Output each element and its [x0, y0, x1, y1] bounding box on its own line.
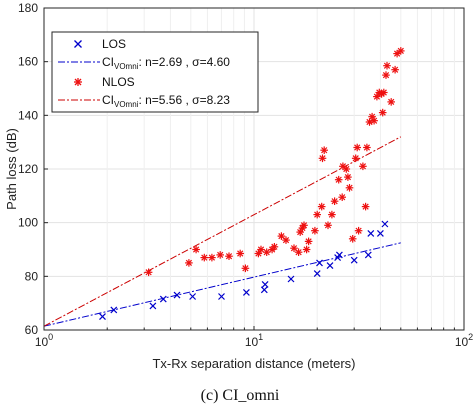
nlos-data-point: [200, 253, 209, 262]
y-tick-label: 160: [18, 55, 38, 69]
nlos-data-point: [383, 61, 391, 70]
nlos-data-point: [378, 108, 387, 117]
los-data-point: [287, 275, 295, 283]
nlos-data-point: [320, 146, 329, 154]
nlos-data-point: [351, 154, 360, 163]
los-data-point: [110, 306, 118, 314]
legend-label-nlos: NLOS: [102, 75, 135, 89]
legend-label-ci-los: CIVOmni: n=2.69 , σ=4.60: [102, 55, 230, 71]
nlos-data-point: [236, 249, 244, 258]
nlos-data-point: [185, 259, 193, 267]
los-data-point: [326, 262, 334, 270]
x-axis-label: Tx-Rx separation distance (meters): [152, 356, 355, 371]
y-axis-label: Path loss (dB): [4, 128, 19, 210]
y-tick-label: 140: [18, 108, 38, 122]
nlos-data-point: [324, 221, 332, 230]
legend-item-ci-nlos: CIVOmni: n=5.56 , σ=8.23: [58, 93, 230, 109]
nlos-data-point: [345, 184, 354, 192]
nlos-data-point: [361, 202, 370, 211]
legend-marker-nlos: [74, 78, 82, 86]
nlos-data-point: [379, 88, 388, 97]
los-data-point: [313, 270, 321, 278]
nlos-data-point: [330, 197, 339, 205]
nlos-data-point: [318, 154, 327, 163]
los-data-point: [350, 256, 358, 264]
los-data-point: [316, 259, 323, 267]
nlos-data-point: [208, 253, 216, 262]
los-data-point: [99, 313, 106, 321]
nlos-data-point: [257, 245, 265, 254]
y-tick-label: 60: [25, 323, 39, 337]
los-data-point: [189, 293, 197, 300]
x-tick-label: 101: [245, 332, 263, 349]
nlos-data-point: [353, 143, 362, 152]
nlos-data-point: [241, 264, 250, 273]
y-axis-ticks: 60 80 100 120 140 160 180: [18, 1, 48, 337]
los-data-point: [261, 280, 269, 288]
y-tick-label: 80: [25, 269, 39, 283]
nlos-data-point: [304, 237, 313, 246]
nlos-data-point: [334, 175, 343, 184]
nlos-data-point: [144, 268, 153, 277]
nlos-data-point: [342, 165, 351, 173]
nlos-data-point: [391, 65, 399, 74]
nlos-data-point: [216, 251, 224, 259]
legend: LOS CIVOmni: n=2.69 , σ=4.60 NLOS CIVOmn…: [51, 31, 259, 113]
los-data-point: [335, 251, 343, 259]
los-data-point: [364, 251, 372, 259]
y-tick-label: 120: [18, 162, 38, 176]
nlos-data-point: [302, 245, 311, 254]
legend-box: [51, 31, 259, 113]
nlos-data-point: [370, 116, 378, 125]
nlos-data-point: [192, 245, 200, 254]
legend-label-ci-nlos: CIVOmni: n=5.56 , σ=8.23: [102, 93, 230, 109]
nlos-data-point: [359, 162, 367, 171]
los-data-point: [242, 288, 250, 296]
nlos-data-point: [262, 248, 271, 256]
nlos-data-point: [311, 226, 319, 235]
x-tick-label: 102: [455, 332, 473, 349]
nlos-data-point: [300, 221, 308, 230]
legend-item-nlos: NLOS: [74, 75, 135, 89]
nlos-data-point: [328, 210, 336, 219]
nlos-data-point: [294, 248, 303, 256]
los-data-point: [260, 286, 268, 294]
legend-marker-los: [74, 40, 82, 48]
los-data-point: [376, 229, 384, 237]
nlos-data-point: [282, 236, 290, 244]
nlos-data-point: [363, 143, 371, 152]
legend-item-los: LOS: [74, 37, 126, 51]
x-axis-ticks: 100 101 102: [35, 326, 473, 349]
los-data-point: [159, 295, 167, 303]
nlos-data-point: [254, 249, 263, 258]
los-data-point: [367, 229, 375, 237]
los-data-point: [173, 291, 181, 299]
y-tick-label: 180: [18, 1, 38, 15]
nlos-data-point: [387, 98, 396, 106]
nlos-data-point: [354, 226, 363, 235]
nlos-data-point: [270, 243, 279, 251]
nlos-data-point: [344, 173, 352, 181]
nlos-data-point: [313, 210, 322, 219]
plot-series: [43, 47, 405, 327]
los-data-point: [149, 302, 157, 310]
nlos-data-point: [317, 202, 326, 211]
legend-item-ci-los: CIVOmni: n=2.69 , σ=4.60: [58, 55, 230, 71]
ci-fit-line-3: [43, 136, 402, 327]
nlos-data-point: [225, 252, 233, 261]
x-tick-label: 100: [35, 332, 53, 349]
los-data-point: [218, 293, 225, 300]
nlos-data-point: [382, 71, 390, 79]
nlos-data-point: [338, 193, 347, 201]
los-data-point: [381, 220, 389, 228]
nlos-data-point: [396, 47, 405, 55]
figure-caption: (c) CI_omni: [201, 387, 280, 404]
nlos-data-point: [348, 235, 357, 243]
y-tick-label: 100: [18, 216, 38, 230]
legend-label-los: LOS: [102, 37, 126, 51]
